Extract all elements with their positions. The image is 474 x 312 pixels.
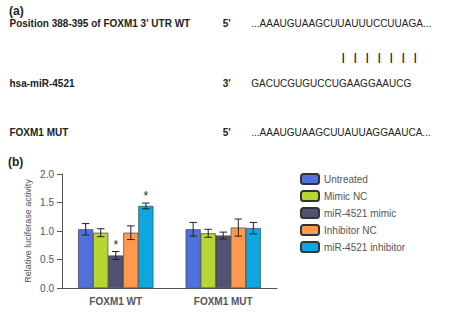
svg-text:miR-4521 inhibitor: miR-4521 inhibitor xyxy=(324,242,406,253)
svg-text:FOXM1 MUT: FOXM1 MUT xyxy=(9,127,68,138)
svg-text:1.5: 1.5 xyxy=(40,197,54,208)
svg-text:FOXM1 WT: FOXM1 WT xyxy=(89,296,142,307)
svg-text:| | | | | | |: | | | | | | | xyxy=(340,53,418,64)
svg-text:0.5: 0.5 xyxy=(40,254,54,265)
svg-text:*: * xyxy=(144,189,149,203)
svg-text:Untreated: Untreated xyxy=(324,174,368,185)
svg-text:...AAAUGUAAGCUUAUUUCCUUAGA...: ...AAAUGUAAGCUUAUUUCCUUAGA... xyxy=(251,18,431,29)
svg-text:Inhibitor NC: Inhibitor NC xyxy=(324,225,377,236)
svg-text:miR-4521 mimic: miR-4521 mimic xyxy=(324,208,396,219)
svg-text:hsa-miR-4521: hsa-miR-4521 xyxy=(9,78,74,89)
svg-text:(a): (a) xyxy=(9,4,24,18)
svg-text:*: * xyxy=(113,238,118,252)
svg-text:Position 388-395 of FOXM1 3' U: Position 388-395 of FOXM1 3' UTR WT xyxy=(9,18,190,29)
svg-text:0.0: 0.0 xyxy=(40,283,54,294)
svg-text:5': 5' xyxy=(223,127,231,138)
svg-text:3': 3' xyxy=(223,78,231,89)
svg-text:FOXM1 MUT: FOXM1 MUT xyxy=(194,296,253,307)
svg-text:(b): (b) xyxy=(8,155,23,169)
svg-text:2.0: 2.0 xyxy=(40,169,54,180)
svg-text:...AAAUGUAAGCUUAUUAGGAAUCA...: ...AAAUGUAAGCUUAUUAGGAAUCA... xyxy=(251,127,430,138)
svg-text:5': 5' xyxy=(223,18,231,29)
svg-text:Mimic NC: Mimic NC xyxy=(324,191,367,202)
svg-text:GACUCGUGUCCUGAAGGAAUCG: GACUCGUGUCCUGAAGGAAUCG xyxy=(251,78,411,89)
svg-text:Relative luciferase activity: Relative luciferase activity xyxy=(23,179,33,283)
svg-text:1.0: 1.0 xyxy=(40,226,54,237)
